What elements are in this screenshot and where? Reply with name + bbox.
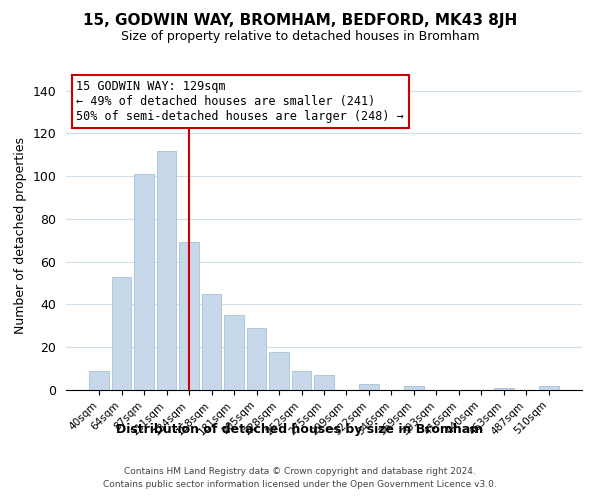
Text: Contains public sector information licensed under the Open Government Licence v3: Contains public sector information licen… [103,480,497,489]
Bar [179,242,199,390]
Bar [269,352,289,390]
Bar [314,375,334,390]
Bar [134,174,154,390]
Bar [404,386,424,390]
Bar [247,328,266,390]
Text: Distribution of detached houses by size in Bromham: Distribution of detached houses by size … [116,422,484,436]
Bar [157,150,176,390]
Text: Size of property relative to detached houses in Bromham: Size of property relative to detached ho… [121,30,479,43]
Bar [292,371,311,390]
Bar [89,371,109,390]
Text: 15 GODWIN WAY: 129sqm
← 49% of detached houses are smaller (241)
50% of semi-det: 15 GODWIN WAY: 129sqm ← 49% of detached … [76,80,404,123]
Y-axis label: Number of detached properties: Number of detached properties [14,136,27,334]
Bar [112,276,131,390]
Text: 15, GODWIN WAY, BROMHAM, BEDFORD, MK43 8JH: 15, GODWIN WAY, BROMHAM, BEDFORD, MK43 8… [83,12,517,28]
Text: Contains HM Land Registry data © Crown copyright and database right 2024.: Contains HM Land Registry data © Crown c… [124,468,476,476]
Bar [359,384,379,390]
Bar [494,388,514,390]
Bar [539,386,559,390]
Bar [224,315,244,390]
Bar [202,294,221,390]
